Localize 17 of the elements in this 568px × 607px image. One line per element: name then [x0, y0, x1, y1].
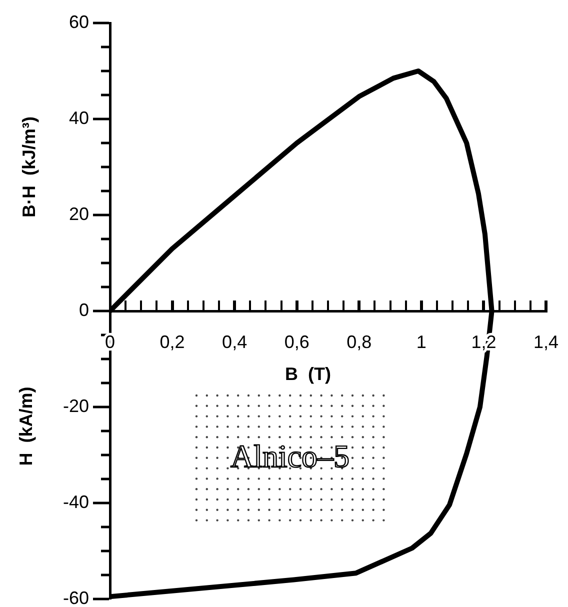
annotation: Alnico–5	[229, 438, 351, 475]
y-tick-label: -20	[62, 396, 89, 416]
x-tick-label: 0,8	[346, 332, 372, 352]
y-axis-title: B·H (kJ/m³)	[18, 116, 39, 218]
x-axis-title: B (T)	[285, 364, 331, 384]
x-tick-label: 0,4	[222, 332, 248, 352]
x-tick-label: 0,6	[284, 332, 310, 352]
y-tick-label: 0	[78, 300, 89, 320]
y-tick-label: 60	[68, 12, 89, 32]
y-tick-label: -60	[62, 588, 89, 607]
y-tick-label: -40	[62, 492, 89, 512]
y-tick-label: 20	[68, 204, 89, 224]
text: H (kA/m)	[16, 386, 36, 466]
x-tick-label: 0,2	[160, 332, 185, 352]
y-tick-label: 40	[68, 108, 89, 128]
x-tick-label: 1,4	[533, 332, 559, 352]
x-tick-label: 1	[416, 332, 426, 352]
